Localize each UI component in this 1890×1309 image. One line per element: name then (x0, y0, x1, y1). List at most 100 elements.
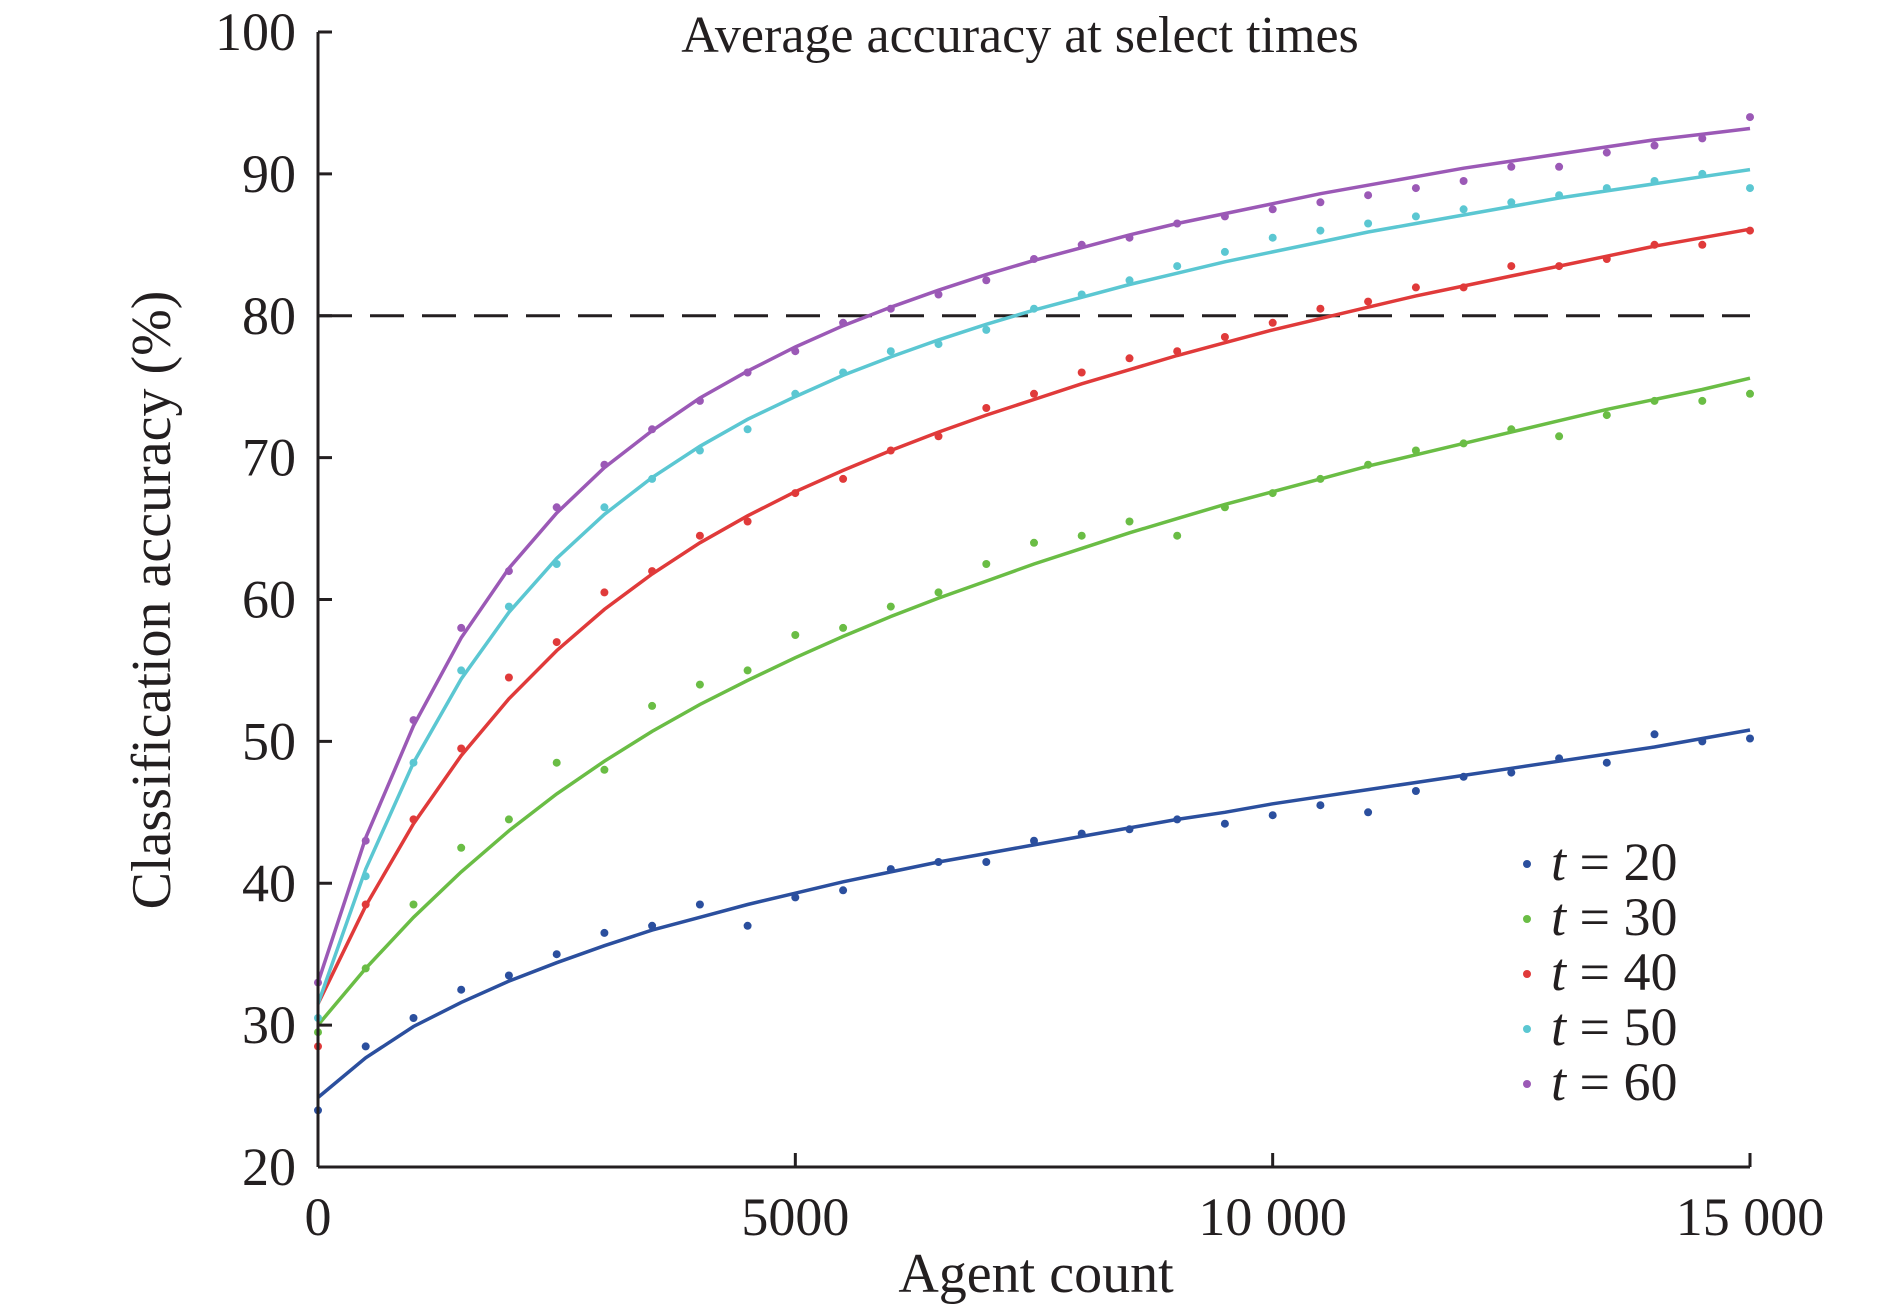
data-point (457, 666, 466, 675)
data-point (1459, 177, 1468, 185)
data-point (361, 1042, 370, 1051)
data-point (1411, 446, 1420, 455)
data-point (1268, 205, 1277, 214)
data-point (1364, 191, 1373, 200)
data-point (791, 631, 800, 639)
legend-marker (1523, 860, 1531, 868)
data-point (1602, 758, 1611, 767)
legend: t = 20t = 30t = 40t = 50t = 60 (1523, 832, 1677, 1112)
data-point (1030, 389, 1038, 398)
data-point (839, 886, 848, 895)
data-point (1316, 198, 1325, 207)
data-point (743, 517, 752, 526)
data-point (1650, 141, 1659, 150)
data-point (743, 425, 752, 434)
series-5 (314, 113, 1754, 987)
legend-entry: t = 60 (1523, 1052, 1677, 1112)
data-point (1507, 768, 1516, 777)
legend-entry: t = 30 (1523, 887, 1677, 947)
chart-title: Average accuracy at select times (681, 7, 1359, 64)
data-point (600, 588, 609, 597)
data-point (934, 588, 943, 597)
data-point (743, 666, 752, 675)
data-point (648, 701, 657, 710)
data-point (457, 623, 466, 632)
x-tick-label: 0 (305, 1187, 332, 1247)
data-point (743, 921, 752, 930)
y-axis-label: Classification accuracy (%) (121, 291, 183, 910)
data-point (1411, 212, 1420, 221)
fit-curve (316, 126, 1751, 984)
legend-label: t = 50 (1551, 997, 1677, 1057)
data-point (1746, 734, 1754, 743)
data-point (1746, 389, 1754, 398)
data-point (886, 602, 895, 611)
y-tick-label: 40 (242, 853, 296, 913)
y-tick-label: 20 (242, 1137, 296, 1197)
data-point (1220, 247, 1229, 256)
data-point (600, 503, 609, 512)
series-4 (314, 167, 1754, 1022)
data-point (1268, 811, 1277, 820)
x-tick-label: 15 000 (1676, 1187, 1825, 1247)
data-point (1268, 318, 1277, 327)
series-3 (314, 226, 1754, 1051)
data-point (1507, 198, 1516, 207)
axis-ticks: 20 30 40 50 60 70 80 90 100 0 5000 10 000 15 000 (215, 2, 1824, 1247)
y-tick-label: 60 (242, 570, 296, 630)
data-point (1746, 184, 1754, 193)
legend-marker (1523, 915, 1531, 923)
data-point (1173, 262, 1182, 271)
legend-entry: t = 50 (1523, 997, 1677, 1057)
data-point (1650, 730, 1659, 739)
fit-curve (316, 167, 1751, 1005)
data-point (600, 928, 609, 937)
data-point (1220, 333, 1229, 341)
data-point (600, 765, 609, 774)
data-point (1746, 113, 1754, 122)
x-tick-label: 5000 (741, 1187, 849, 1247)
legend-label: t = 30 (1551, 887, 1677, 947)
data-point (1602, 148, 1611, 157)
data-point (552, 638, 561, 647)
data-point (457, 843, 466, 852)
data-point (457, 985, 466, 994)
data-point (504, 673, 513, 682)
series-2 (314, 376, 1754, 1037)
data-point (1555, 162, 1564, 171)
data-point (1364, 297, 1373, 306)
legend-marker (1523, 970, 1531, 978)
data-point (1364, 808, 1373, 817)
data-point (1507, 262, 1516, 271)
legend-marker (1523, 1080, 1531, 1088)
data-point (886, 347, 895, 356)
fit-curve (316, 728, 1751, 1099)
data-point (982, 276, 991, 285)
data-point (1125, 517, 1134, 526)
data-point (1316, 226, 1325, 235)
data-point (504, 971, 513, 980)
x-axis-label: Agent count (898, 1243, 1174, 1305)
y-tick-label: 90 (242, 144, 296, 204)
y-tick-label: 30 (242, 995, 296, 1055)
data-point (1507, 162, 1516, 171)
x-tick-label: 10 000 (1198, 1187, 1347, 1247)
data-point (982, 858, 991, 866)
data-point (982, 560, 991, 568)
data-point (1602, 411, 1611, 420)
data-point (1411, 283, 1420, 292)
data-point (409, 1014, 418, 1022)
legend-entry: t = 40 (1523, 942, 1677, 1002)
data-point (839, 623, 848, 632)
data-point (552, 758, 561, 767)
data-point (1077, 531, 1086, 540)
series-1 (314, 728, 1754, 1115)
data-point (1555, 432, 1564, 441)
data-point (1459, 205, 1468, 214)
data-point (1173, 531, 1182, 540)
data-point (552, 950, 561, 959)
data-point (1698, 240, 1707, 249)
data-point (504, 815, 513, 824)
data-point (1316, 304, 1325, 313)
